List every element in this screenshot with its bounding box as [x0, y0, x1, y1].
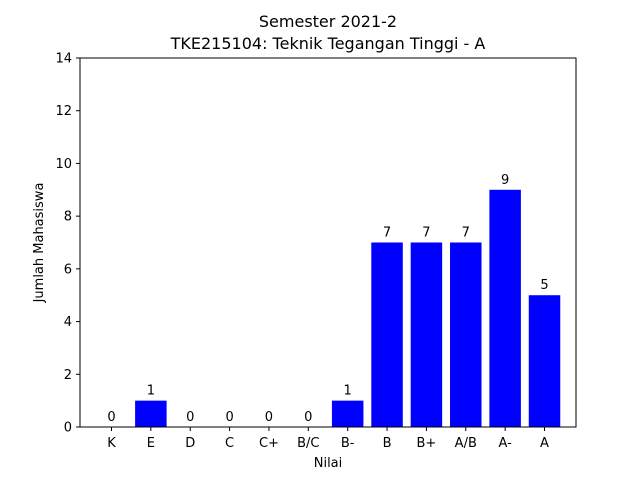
y-tick-label-3: 6 — [64, 262, 72, 277]
y-tick-label-5: 10 — [55, 157, 72, 172]
y-tick-label-6: 12 — [55, 104, 72, 119]
x-tick-label-7: B — [383, 436, 392, 451]
bar-value-label-1: 1 — [147, 384, 155, 399]
bar-value-label-8: 7 — [422, 226, 430, 241]
x-axis-ticks: K E D C C+ B/C B- B B+ A/B A- A — [107, 427, 549, 451]
x-tick-label-2: D — [185, 436, 195, 451]
bar-value-label-10: 9 — [501, 173, 509, 188]
bar-value-label-7: 7 — [383, 226, 391, 241]
bar-value-label-9: 7 — [462, 226, 470, 241]
x-tick-label-3: C — [225, 436, 234, 451]
bar-value-label-0: 0 — [107, 410, 115, 425]
bar-10 — [489, 189, 521, 427]
y-tick-label-4: 8 — [64, 210, 72, 225]
y-tick-label-1: 2 — [64, 368, 72, 383]
chart-title-line-2: TKE215104: Teknik Tegangan Tinggi - A — [170, 34, 486, 53]
y-tick-label-7: 14 — [55, 52, 72, 67]
chart-title-line-1: Semester 2021-2 — [259, 12, 397, 31]
y-tick-label-2: 4 — [64, 315, 72, 330]
x-tick-label-4: C+ — [259, 436, 279, 451]
x-tick-label-6: B- — [341, 436, 355, 451]
x-tick-label-10: A- — [498, 436, 512, 451]
bar-6 — [331, 400, 364, 427]
plot-area-frame — [79, 57, 577, 428]
x-tick-label-0: K — [107, 436, 116, 451]
bar-11 — [528, 295, 561, 427]
bar-7 — [371, 242, 403, 427]
y-tick-label-0: 0 — [64, 421, 72, 436]
bar-series — [135, 189, 561, 427]
bar-value-label-6: 1 — [344, 384, 352, 399]
x-tick-label-8: B+ — [417, 436, 437, 451]
bar-value-label-3: 0 — [225, 410, 233, 425]
bar-value-labels: 0 1 0 0 0 0 1 7 7 7 9 5 — [107, 173, 548, 425]
bar-9 — [450, 242, 482, 427]
x-tick-label-5: B/C — [297, 436, 319, 451]
bar-value-label-11: 5 — [540, 278, 548, 293]
x-axis-label: Nilai — [314, 456, 343, 471]
y-axis-label: Jumlah Mahasiswa — [32, 183, 47, 304]
y-axis-ticks: 0 2 4 6 8 10 12 14 — [55, 52, 80, 436]
x-tick-label-11: A — [540, 436, 549, 451]
x-tick-label-1: E — [147, 436, 155, 451]
bar-value-label-4: 0 — [265, 410, 273, 425]
bar-1 — [135, 400, 167, 427]
bar-value-label-2: 0 — [186, 410, 194, 425]
x-tick-label-9: A/B — [455, 436, 477, 451]
bar-value-label-5: 0 — [304, 410, 312, 425]
bar-8 — [410, 242, 443, 427]
